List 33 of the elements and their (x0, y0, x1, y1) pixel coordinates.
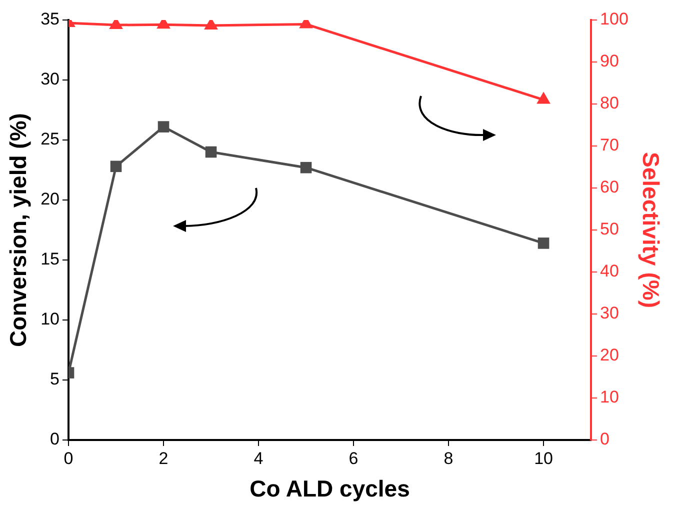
point (110, 160, 122, 172)
y-tick-label: 25 (40, 130, 60, 149)
y2-tick-label: 100 (600, 10, 628, 29)
x-tick-label: 8 (444, 448, 454, 468)
y-tick-label: 5 (50, 370, 60, 389)
y2-tick-label: 0 (600, 430, 610, 449)
point (538, 238, 550, 249)
x-tick-label: 2 (158, 448, 168, 468)
point (205, 146, 217, 158)
y-tick-label: 10 (40, 310, 60, 329)
y-tick-label: 30 (40, 70, 60, 89)
x-tick-label: 6 (348, 448, 358, 468)
y-tick-label: 15 (40, 250, 60, 269)
y2-tick-label: 90 (600, 52, 619, 71)
y2-axis-title: Selectivity (%) (638, 152, 664, 308)
y2-tick-label: 10 (600, 388, 619, 407)
x-tick-label: 4 (254, 448, 264, 468)
y2-tick-label: 80 (600, 94, 619, 113)
y2-tick-label: 20 (600, 346, 619, 365)
y-tick-label: 0 (50, 430, 60, 449)
x-axis-title: Co ALD cycles (250, 476, 410, 502)
y-tick-label: 35 (40, 10, 60, 29)
y2-tick-label: 30 (600, 304, 619, 323)
y-tick-label: 20 (40, 190, 60, 209)
y2-tick-label: 70 (600, 136, 619, 155)
point (158, 121, 170, 132)
y2-tick-label: 50 (600, 220, 619, 239)
y2-tick-label: 40 (600, 262, 619, 281)
x-tick-label: 0 (64, 448, 74, 468)
x-tick-label: 10 (534, 448, 553, 468)
y2-tick-label: 60 (600, 178, 619, 197)
y-axis-title: Conversion, yield (%) (5, 113, 32, 347)
point (300, 162, 312, 174)
